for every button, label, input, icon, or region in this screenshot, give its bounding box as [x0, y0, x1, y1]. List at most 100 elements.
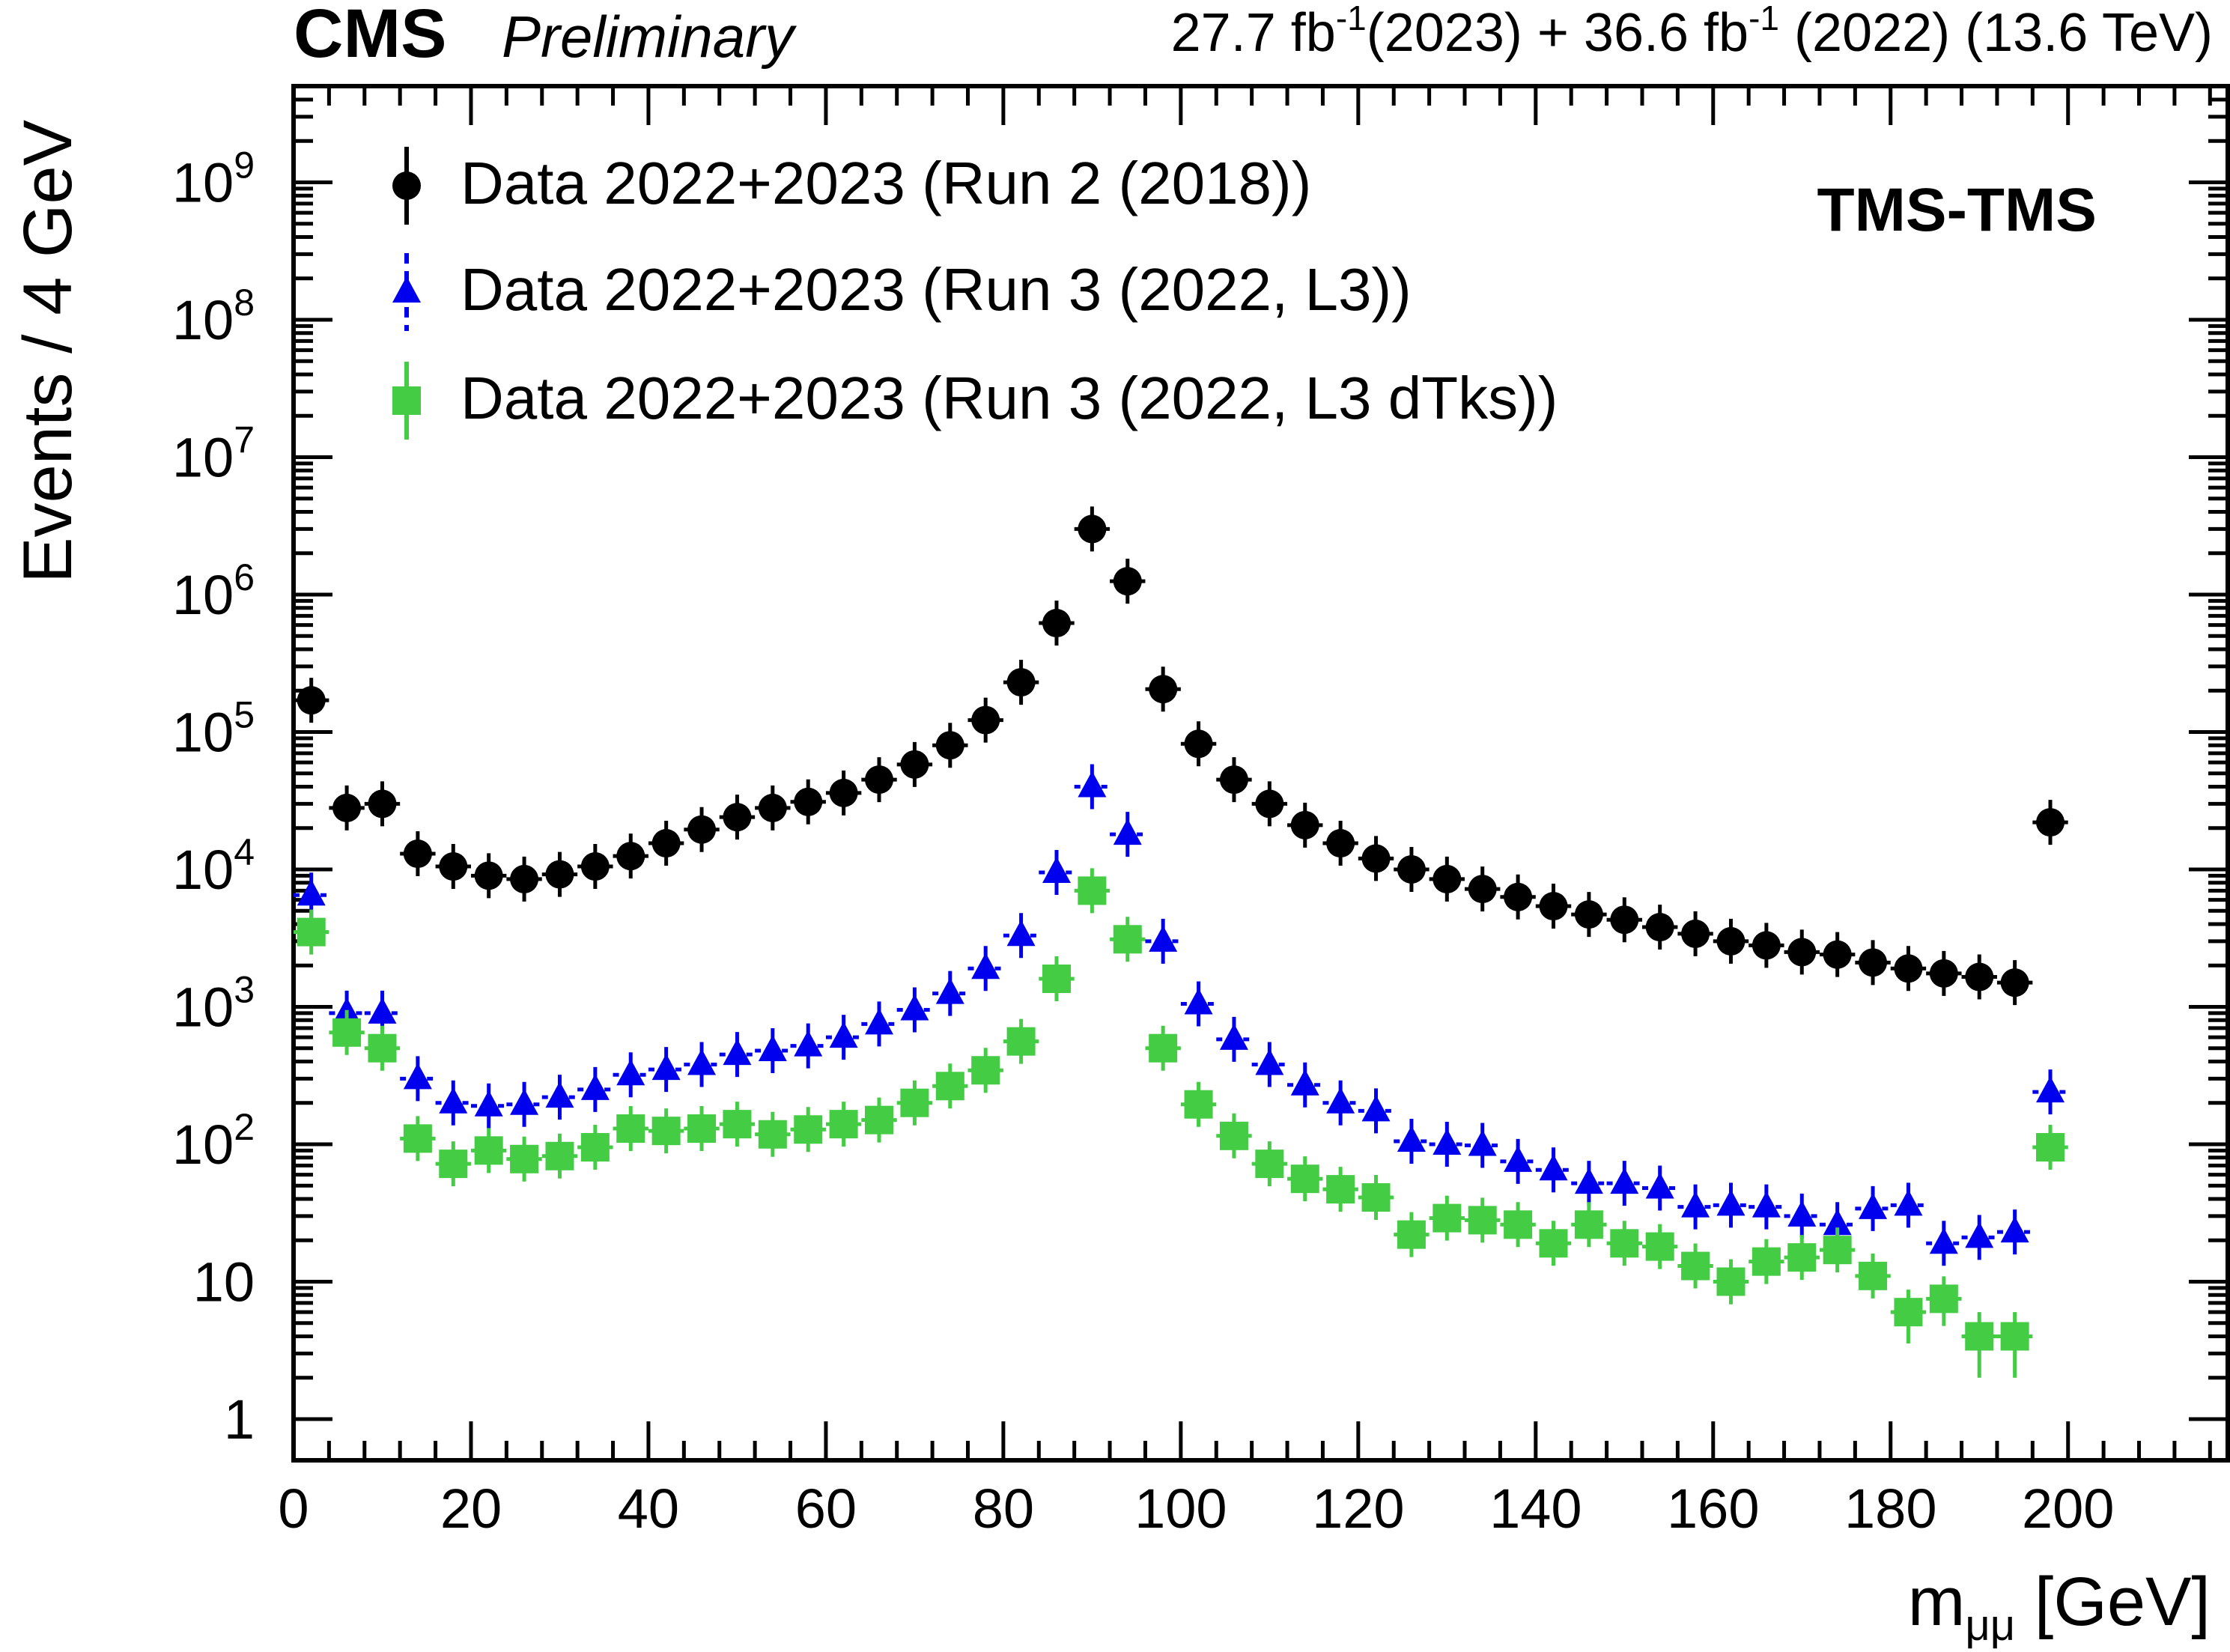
data-point — [1716, 926, 1746, 956]
data-point — [971, 705, 1000, 735]
data-point — [1219, 1023, 1248, 1050]
data-point — [1859, 1261, 1888, 1290]
data-point — [687, 1048, 717, 1075]
data-point — [1859, 1192, 1888, 1219]
data-point — [1929, 1227, 1958, 1254]
data-point — [1504, 1145, 1533, 1172]
data-point — [1113, 567, 1142, 596]
data-point — [1219, 1121, 1248, 1150]
data-point — [1574, 1167, 1603, 1194]
data-point — [1006, 1027, 1036, 1056]
data-point — [1397, 854, 1426, 884]
data-point — [1255, 789, 1284, 819]
data-point — [1504, 882, 1533, 911]
data-point — [1184, 988, 1213, 1015]
data-point — [1504, 1210, 1533, 1239]
y-tick-label: 107 — [172, 419, 255, 488]
y-tick-label: 109 — [172, 144, 255, 213]
data-point — [1290, 810, 1319, 839]
data-point — [900, 1088, 929, 1117]
data-point — [1859, 948, 1888, 977]
data-point — [1645, 1232, 1674, 1261]
data-point — [439, 852, 468, 881]
data-point — [2000, 968, 2029, 997]
x-tick-label: 80 — [973, 1478, 1034, 1540]
data-point — [1681, 1251, 1710, 1281]
data-point — [829, 778, 858, 807]
data-point — [1823, 1209, 1852, 1236]
data-point — [368, 789, 397, 819]
data-point — [1965, 1221, 1994, 1248]
data-point — [2036, 1076, 2065, 1103]
data-point — [1326, 829, 1355, 858]
data-point — [332, 793, 362, 822]
data-point — [1149, 925, 1178, 952]
data-point — [1787, 938, 1817, 967]
data-point — [1468, 875, 1497, 904]
data-point — [510, 1088, 539, 1115]
data-point — [1149, 675, 1178, 704]
data-point — [510, 864, 539, 893]
y-tick-label-exp: 5 — [234, 693, 255, 735]
lumi-text-2: (2023) + 36.6 fb — [1367, 3, 1749, 63]
data-point — [1006, 668, 1036, 697]
data-point — [794, 787, 823, 816]
data-point — [1078, 876, 1107, 905]
data-point — [651, 829, 681, 858]
legend: Data 2022+2023 (Run 2 (2018)) Data 2022+2… — [392, 147, 1558, 440]
data-point — [368, 1033, 397, 1063]
data-point — [1965, 1322, 1994, 1351]
legend-label: Data 2022+2023 (Run 3 (2022, L3 dTks)) — [461, 365, 1558, 431]
y-tick-label-base: 10 — [172, 151, 234, 213]
data-point — [1539, 1229, 1568, 1258]
data-point — [545, 1141, 574, 1170]
experiment-label: CMS — [294, 0, 446, 72]
y-tick-label-exp: 3 — [234, 968, 255, 1010]
data-points — [294, 506, 2068, 1378]
data-point — [2036, 1133, 2065, 1162]
y-tick-label: 106 — [172, 556, 255, 626]
x-tick-label: 60 — [795, 1478, 857, 1540]
y-tick-label-base: 10 — [193, 1251, 255, 1313]
data-point — [687, 1114, 717, 1144]
data-point — [1042, 964, 1071, 993]
data-point — [723, 803, 752, 832]
data-point — [829, 1110, 858, 1139]
data-point — [971, 953, 1000, 980]
lumi-label: 27.7 fb-1(2023) + 36.6 fb-1 (2022) (13.6… — [1171, 0, 2213, 63]
data-point — [580, 852, 610, 881]
lumi-text-1: 27.7 fb — [1171, 3, 1336, 63]
data-point — [297, 686, 326, 715]
y-tick-label-base: 10 — [172, 976, 234, 1038]
data-point — [1752, 1247, 1781, 1276]
data-point — [1787, 1200, 1817, 1227]
x-tick-label: 120 — [1312, 1478, 1404, 1540]
series-square — [294, 868, 2068, 1378]
data-point — [1574, 900, 1603, 929]
y-tick-label-exp: 8 — [234, 282, 255, 324]
data-point — [1433, 1128, 1462, 1155]
y-tick-label-exp: 7 — [234, 419, 255, 461]
data-point — [474, 1136, 503, 1165]
data-point — [545, 1081, 574, 1108]
data-point — [2036, 808, 2065, 837]
y-tick-label: 108 — [172, 282, 255, 351]
data-point — [1361, 1183, 1391, 1212]
data-point — [1539, 892, 1568, 921]
data-point — [368, 997, 397, 1024]
x-tick-label: 20 — [440, 1478, 502, 1540]
data-point — [580, 1133, 610, 1162]
data-point — [1716, 1189, 1746, 1216]
data-point — [1219, 765, 1248, 795]
lumi-sup-1: -1 — [1336, 0, 1367, 37]
data-point — [687, 815, 717, 844]
data-point — [758, 1120, 787, 1149]
x-axis-title-sub: μμ — [1965, 1601, 2015, 1650]
data-point — [1433, 864, 1462, 893]
legend-label: Data 2022+2023 (Run 3 (2022, L3)) — [461, 256, 1412, 323]
x-axis-title-unit: [GeV] — [2015, 1564, 2211, 1640]
lumi-text-3: (2022) (13.6 TeV) — [1779, 3, 2213, 63]
data-point — [723, 1039, 752, 1066]
data-point — [1574, 1210, 1603, 1239]
data-point — [1326, 1175, 1355, 1204]
